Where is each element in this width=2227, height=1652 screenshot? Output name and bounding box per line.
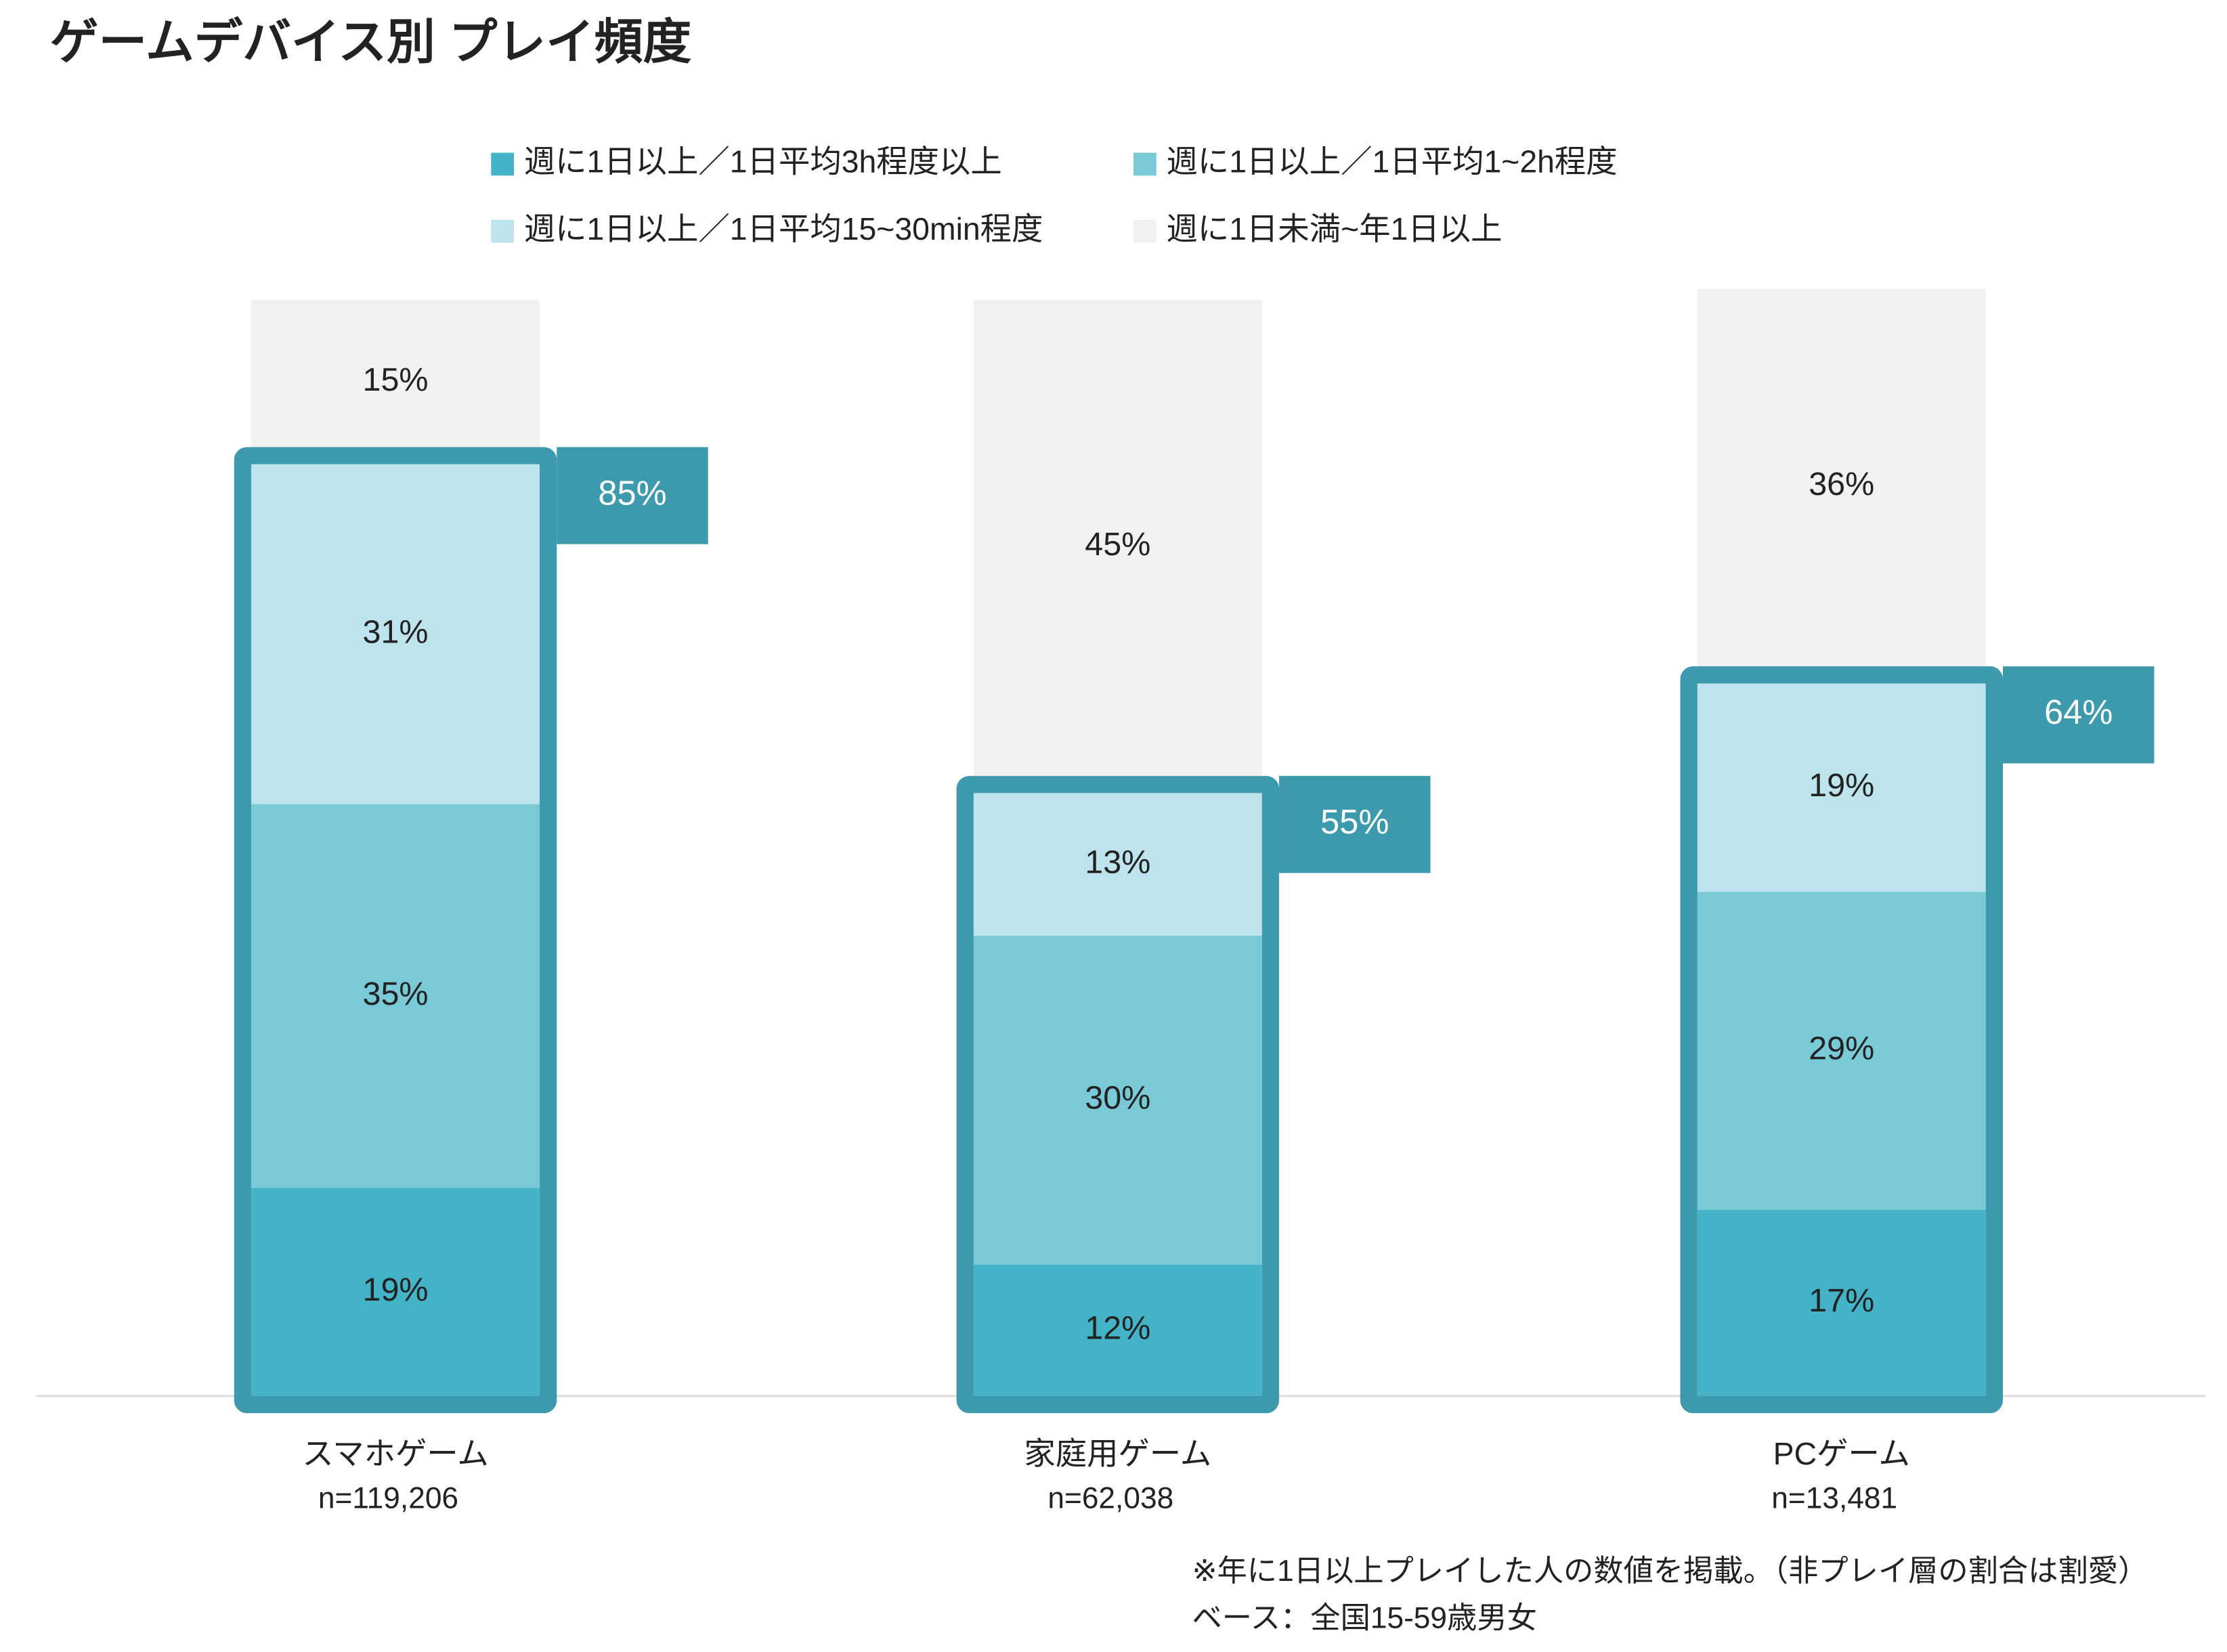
total-label: 85% (598, 473, 666, 512)
legend-swatch (491, 219, 514, 243)
legend-swatch (1133, 219, 1156, 243)
value-label: 29% (1809, 1030, 1874, 1067)
value-label: 19% (1809, 767, 1874, 804)
x-tick-label: PCゲーム (1773, 1436, 1910, 1471)
value-label: 17% (1809, 1282, 1874, 1319)
legend-swatch (1133, 152, 1156, 176)
bar-segment (973, 935, 1262, 1265)
x-tick-label: 家庭用ゲーム (1024, 1436, 1211, 1471)
total-box (557, 447, 708, 544)
bar-segment (1697, 1209, 1986, 1396)
x-tick-label: スマホゲーム (302, 1436, 488, 1471)
value-label: 35% (362, 976, 428, 1012)
value-label: 36% (1809, 466, 1874, 502)
highlight-box (956, 776, 1280, 1414)
total-label: 64% (2044, 693, 2113, 731)
bar-segment (973, 1264, 1262, 1396)
total-label: 55% (1320, 802, 1389, 841)
bar-segment (973, 299, 1262, 794)
highlight-box (1680, 666, 2003, 1414)
value-label: 12% (1085, 1310, 1150, 1347)
value-label: 15% (362, 362, 428, 398)
bar-segment (1697, 892, 1986, 1210)
legend-label: 週に1日以上／1日平均15~30min程度 (524, 211, 1043, 246)
sample-label: n=119,206 (318, 1482, 458, 1515)
bar-segment (251, 1188, 540, 1396)
note: ベース：全国15-59歳男女 (1192, 1602, 1536, 1635)
bar-segment (1697, 288, 1986, 684)
total-box (2002, 666, 2155, 764)
value-label: 45% (1085, 526, 1150, 563)
bar-segment (251, 299, 540, 464)
legend-label: 週に1日以上／1日平均3h程度以上 (524, 144, 1002, 179)
value-label: 13% (1085, 844, 1150, 880)
value-label: 19% (362, 1271, 428, 1308)
highlight-box (234, 447, 557, 1414)
chart-title: ゲームデバイス別 プレイ頻度 (50, 15, 692, 69)
note: ※年に1日以上プレイした人の数値を掲載。（非プレイ層の割合は割愛） (1192, 1555, 2148, 1588)
legend-label: 週に1日以上／1日平均1~2h程度 (1167, 144, 1618, 179)
value-label: 31% (362, 613, 428, 650)
legend-swatch (491, 152, 514, 176)
bar-segment (251, 464, 540, 804)
value-label: 30% (1085, 1080, 1150, 1116)
legend-label: 週に1日未満~年1日以上 (1167, 211, 1502, 246)
sample-label: n=62,038 (1047, 1482, 1173, 1515)
bar-segment (251, 804, 540, 1188)
bar-segment (973, 793, 1262, 936)
bar-segment (1697, 683, 1986, 892)
total-box (1279, 776, 1431, 873)
sample-label: n=13,481 (1771, 1482, 1897, 1515)
